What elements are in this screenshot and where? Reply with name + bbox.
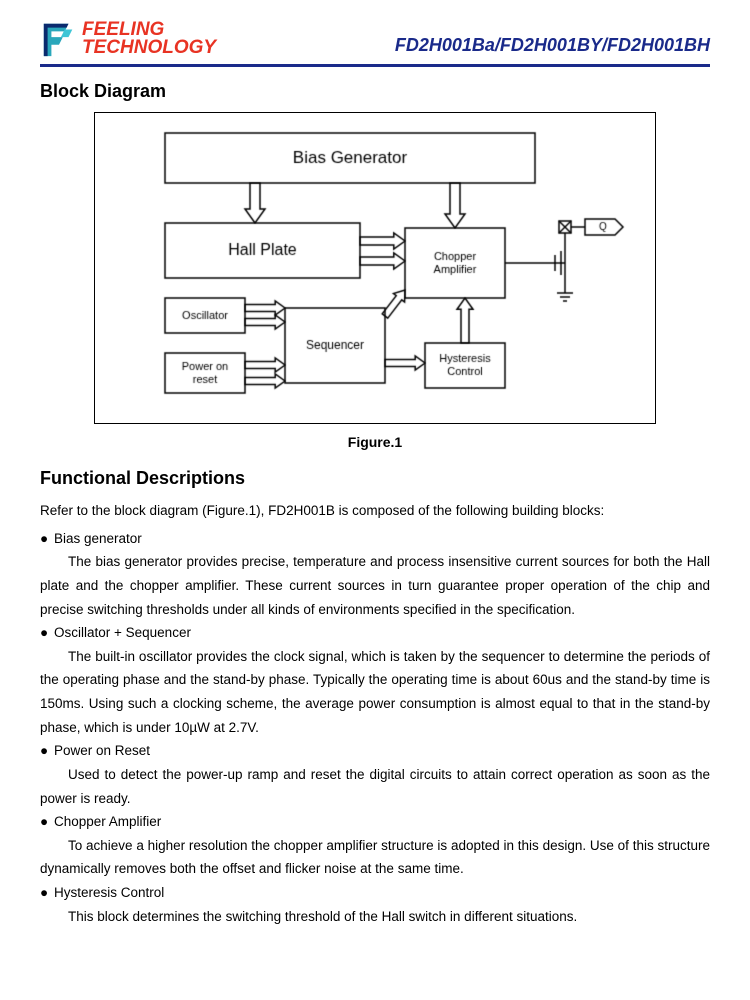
- desc-osc: The built-in oscillator provides the clo…: [40, 645, 710, 740]
- desc-bias: The bias generator provides precise, tem…: [40, 550, 710, 621]
- block-diagram-heading: Block Diagram: [40, 81, 710, 102]
- intro-text: Refer to the block diagram (Figure.1), F…: [40, 499, 710, 523]
- logo: FEELING TECHNOLOGY: [40, 20, 216, 58]
- functional-descriptions-heading: Functional Descriptions: [40, 468, 710, 489]
- logo-icon: [40, 20, 78, 58]
- bullet-osc: ●Oscillator + Sequencer: [40, 621, 710, 645]
- figure-caption: Figure.1: [40, 434, 710, 450]
- functional-descriptions-body: Refer to the block diagram (Figure.1), F…: [40, 499, 710, 928]
- logo-text-line2: TECHNOLOGY: [82, 39, 216, 57]
- part-number: FD2H001Ba/FD2H001BY/FD2H001BH: [395, 35, 710, 56]
- bullet-hyst: ●Hysteresis Control: [40, 881, 710, 905]
- page-header: FEELING TECHNOLOGY FD2H001Ba/FD2H001BY/F…: [40, 20, 710, 67]
- desc-hyst: This block determines the switching thre…: [40, 905, 710, 929]
- desc-chopper: To achieve a higher resolution the chopp…: [40, 834, 710, 881]
- bullet-por: ●Power on Reset: [40, 739, 710, 763]
- desc-por: Used to detect the power-up ramp and res…: [40, 763, 710, 810]
- block-diagram: [94, 112, 656, 424]
- bullet-chopper: ●Chopper Amplifier: [40, 810, 710, 834]
- bullet-bias: ●Bias generator: [40, 527, 710, 551]
